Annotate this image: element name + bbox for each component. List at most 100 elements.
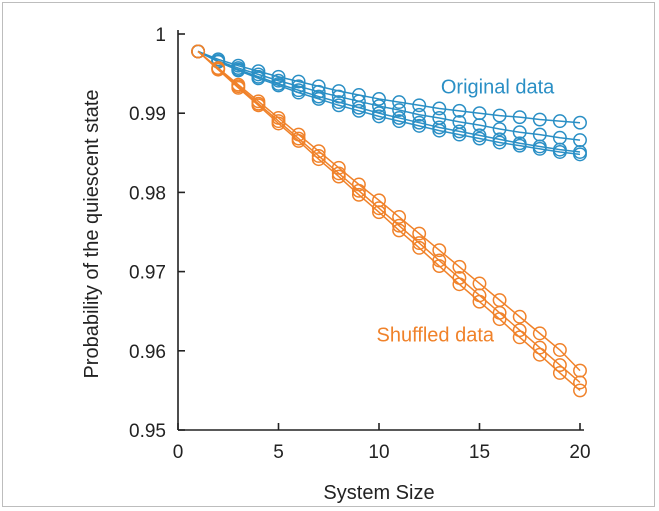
- y-tick-label: 0.99: [129, 104, 166, 125]
- data-point: [492, 312, 507, 327]
- data-point: [432, 243, 447, 258]
- data-point: [351, 183, 366, 198]
- series-line: [197, 50, 581, 153]
- data-point: [311, 149, 326, 163]
- tick-marks: [177, 33, 581, 431]
- data-point: [311, 84, 326, 99]
- series-label: Original data: [441, 76, 555, 98]
- data-point: [331, 169, 346, 184]
- data-point: [512, 309, 527, 324]
- data-point: [271, 78, 286, 93]
- data-point: [372, 99, 386, 114]
- data-point: [351, 100, 366, 115]
- axes: [177, 30, 584, 431]
- data-point: [392, 103, 407, 117]
- data-point: [472, 131, 487, 146]
- y-tick-label: 1: [155, 25, 166, 46]
- data-point: [432, 123, 447, 138]
- data-point: [271, 69, 286, 84]
- data-point: [412, 107, 427, 122]
- data-point: [351, 187, 366, 202]
- data-point: [472, 294, 487, 309]
- data-point: [251, 98, 266, 113]
- x-tick-label: 20: [569, 442, 590, 463]
- data-point: [573, 115, 587, 130]
- data-point: [231, 80, 246, 95]
- series-line: [197, 50, 581, 372]
- data-point: [532, 141, 547, 156]
- data-point: [372, 201, 386, 216]
- series-line: [197, 50, 581, 384]
- data-point: [452, 277, 467, 292]
- data-point: [231, 63, 246, 78]
- data-point: [532, 326, 547, 341]
- data-point: [412, 226, 427, 241]
- data-point: [351, 103, 366, 118]
- series-line: [197, 50, 581, 391]
- data-point: [392, 114, 407, 129]
- data-point: [291, 133, 306, 148]
- data-point: [492, 132, 507, 147]
- x-tick-labels: 0 5 10 15 20: [173, 442, 591, 463]
- data-point: [331, 98, 346, 113]
- data-point: [412, 240, 427, 255]
- data-point: [552, 366, 567, 380]
- data-point: [412, 115, 427, 130]
- y-tick-label: 0.98: [129, 183, 166, 204]
- data-point: [472, 128, 487, 143]
- data-point: [532, 112, 547, 127]
- data-point: [372, 106, 386, 121]
- data-point: [311, 91, 326, 106]
- data-point: [452, 103, 467, 118]
- plot-area: [191, 44, 587, 398]
- data-point: [552, 343, 567, 357]
- data-point: [492, 135, 507, 150]
- data-point: [412, 98, 427, 113]
- x-axis-title: System Size: [323, 482, 434, 504]
- x-tick-label: 10: [368, 442, 389, 463]
- data-point: [452, 127, 467, 142]
- data-point: [432, 101, 447, 116]
- data-point: [191, 44, 206, 59]
- data-point: [573, 147, 587, 162]
- data-point: [512, 138, 527, 153]
- data-point: [472, 118, 487, 133]
- data-point: [492, 122, 507, 136]
- data-point: [372, 205, 386, 220]
- y-tick-labels: 0.95 0.96 0.97 0.98 0.99 1: [129, 25, 166, 442]
- data-point: [512, 330, 527, 345]
- data-point: [573, 383, 587, 398]
- data-point: [392, 95, 407, 110]
- data-point: [211, 62, 226, 77]
- data-point: [512, 110, 527, 125]
- series-line: [197, 50, 581, 156]
- data-point: [552, 145, 567, 159]
- data-point: [331, 95, 346, 110]
- y-axis-title: Probability of the quiescent state: [81, 89, 103, 378]
- data-point: [392, 111, 407, 125]
- series-label: Shuffled data: [377, 324, 495, 346]
- data-point: [492, 108, 507, 123]
- data-point: [271, 73, 286, 88]
- data-point: [532, 347, 547, 362]
- figure-frame: [2, 2, 655, 507]
- data-point: [432, 259, 447, 274]
- x-tick-label: 5: [273, 442, 284, 463]
- data-point: [452, 124, 467, 139]
- data-point: [432, 120, 447, 135]
- data-point: [271, 116, 286, 131]
- data-point: [552, 358, 567, 373]
- y-tick-label: 0.96: [129, 342, 166, 363]
- data-point: [291, 74, 306, 89]
- data-point: [331, 166, 346, 181]
- x-tick-label: 15: [469, 442, 490, 463]
- series-group: [191, 44, 587, 162]
- data-point: [552, 114, 567, 129]
- data-point: [291, 85, 306, 100]
- y-tick-label: 0.97: [129, 263, 166, 284]
- data-point: [392, 223, 407, 238]
- data-point: [311, 152, 326, 167]
- data-point: [251, 71, 266, 86]
- series-line: [197, 50, 581, 141]
